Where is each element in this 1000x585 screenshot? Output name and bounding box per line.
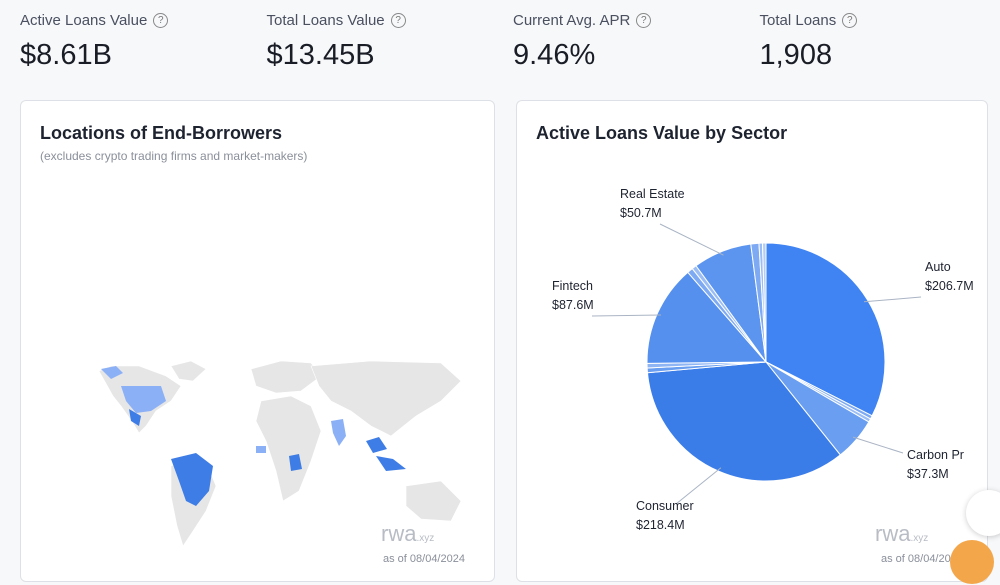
kpi-label: Total Loans Value? (267, 12, 406, 29)
kpi: Total Loans Value? $13.45B (267, 12, 406, 72)
logo: rwa.xyz (381, 521, 435, 546)
chat-button[interactable] (950, 540, 994, 584)
kpi-label: Active Loans Value? (20, 12, 169, 29)
pie-panel: Active Loans Value by Sector rwa.xyz as … (516, 100, 988, 582)
help-icon[interactable]: ? (636, 13, 652, 28)
logo: rwa.xyz (875, 521, 929, 546)
kpi-label-text: Total Loans (759, 12, 837, 29)
panel-subtitle: (excludes crypto trading firms and marke… (40, 149, 308, 163)
help-icon[interactable]: ? (390, 13, 406, 28)
kpi-label-text: Total Loans Value (266, 12, 385, 29)
map-panel: Locations of End-Borrowers (excludes cry… (20, 100, 495, 582)
panel-title: Active Loans Value by Sector (536, 123, 788, 143)
world-map (98, 360, 462, 547)
kpi: Current Avg. APR? 9.46% (513, 12, 652, 72)
help-icon[interactable]: ? (153, 13, 169, 28)
kpi: Total Loans? 1,908 (760, 12, 858, 72)
kpi-value: 9.46% (513, 39, 596, 71)
assistant-button[interactable] (966, 490, 1000, 536)
kpi-label: Current Avg. APR? (513, 12, 652, 29)
kpi-value: $8.61B (20, 39, 112, 71)
kpi-label: Total Loans? (760, 12, 858, 29)
kpi-label-text: Active Loans Value (20, 12, 148, 29)
help-icon[interactable]: ? (842, 13, 858, 28)
panel-title: Locations of End-Borrowers (40, 123, 283, 143)
as-of-date: as of 08/04/2024 (383, 553, 465, 565)
kpi: Active Loans Value? $8.61B (20, 12, 169, 72)
kpi-value: 1,908 (759, 39, 833, 71)
kpi-label-text: Current Avg. APR (513, 12, 631, 29)
as-of-date: as of 08/04/2024 (881, 553, 963, 565)
kpi-value: $13.45B (266, 39, 375, 71)
